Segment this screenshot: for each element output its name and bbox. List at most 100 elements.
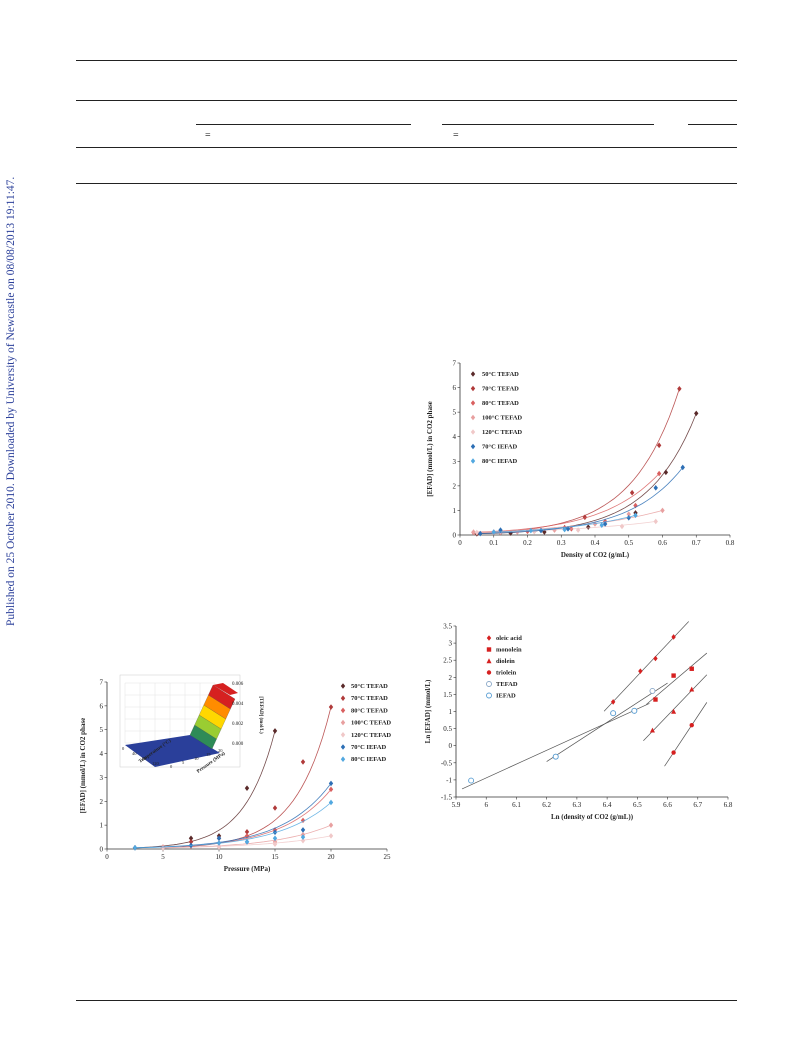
legend-label-monolein: monolein: [496, 647, 522, 654]
data-point-80c-tefad: [244, 833, 250, 839]
data-point-120c-tefad: [653, 518, 658, 525]
legend-label-80c-tefad: 80°C TEFAD: [351, 707, 388, 714]
legend-marker-100c-tefad: [340, 719, 346, 726]
inset-z-tick-label: 0.006: [232, 682, 244, 687]
data-point-iefad: [610, 710, 617, 717]
data-point-70c-tefad: [677, 386, 682, 392]
data-point-70c-tefad: [300, 759, 306, 765]
data-point-80c-iefad: [328, 799, 334, 806]
data-point-80c-tefad: [300, 817, 306, 824]
x-tick-label: 10: [216, 853, 224, 861]
legend-label-iefad: IEFAD: [496, 693, 516, 700]
inset-temp-tick-label: 120: [152, 761, 160, 766]
y-axis-title: [EFAD] (mmol/L) in CO2 phase: [79, 718, 87, 814]
x-tick-label: 6.8: [724, 801, 733, 809]
y-tick-label: 0: [453, 532, 457, 540]
legend-label-70c-tefad: 70°C TEFAD: [482, 386, 519, 393]
legend-marker-monolein: [486, 647, 492, 652]
legend-label-50c-tefad: 50°C TEFAD: [351, 683, 388, 690]
pressure-chart: 0 5 10 15 20 25 0 1 2 3 4 5 6 7 Pressure (MPa) [EFAD] (…: [79, 674, 391, 873]
data-point-50c-tefad: [586, 524, 591, 530]
y-tick-label: 4: [100, 750, 104, 758]
inset-z-tick-label: 0.004: [232, 702, 244, 707]
y-axis-title: Ln [EFAD] (mmol/L): [424, 679, 432, 743]
data-point-triolein: [671, 750, 676, 755]
legend-label-diolein: diolein: [496, 658, 515, 665]
legend-label-70c-iefad: 70°C IEFAD: [482, 444, 517, 451]
data-point-70c-tefad: [244, 829, 250, 835]
y-tick-label: 6: [100, 702, 104, 710]
legend-label-50c-tefad: 50°C TEFAD: [482, 371, 519, 378]
data-point-80c-iefad: [272, 835, 278, 842]
data-point-120c-tefad: [272, 841, 278, 848]
page-footer-rule: [76, 1000, 737, 1001]
legend-marker-100c-tefad: [470, 414, 476, 421]
data-point-100c-tefad: [660, 507, 665, 514]
data-point-oleic-acid: [671, 634, 676, 640]
x-tick-label: 6.2: [542, 801, 551, 809]
x-tick-label: 6.7: [693, 801, 702, 809]
inset-pressure-tick-label: 20: [218, 748, 223, 753]
x-tick-label: 6.5: [633, 801, 642, 809]
equals-sign-1: =: [205, 130, 211, 141]
legend-label-tefad: TEFAD: [496, 681, 518, 688]
data-point-120c-tefad: [328, 833, 334, 839]
download-provenance-text: Published on 25 October 2010. Downloaded…: [5, 176, 17, 626]
data-point-80c-iefad: [528, 527, 534, 534]
legend-marker-120c-tefad: [340, 732, 346, 738]
fit-line-diolein: [643, 674, 708, 741]
x-tick-label: 15: [272, 853, 280, 861]
data-point-iefad: [552, 753, 559, 760]
x-tick-label: 6.4: [603, 801, 612, 809]
data-point-80c-iefad: [633, 512, 638, 519]
y-tick-label: 1.5: [443, 691, 452, 699]
y-tick-label: 5: [453, 409, 457, 417]
data-point-oleic-acid: [610, 699, 616, 705]
x-tick-label: 6.1: [512, 801, 521, 809]
inset-temp-tick-label: 0: [122, 746, 125, 751]
fit-curve-80c-iefad: [134, 802, 332, 849]
data-point-70c-iefad: [300, 827, 306, 833]
y-tick-label: 2: [100, 798, 104, 806]
data-point-70c-iefad: [478, 530, 483, 537]
y-tick-label: 1: [100, 822, 104, 830]
data-point-80c-tefad: [328, 786, 334, 793]
y-tick-label: 7: [100, 679, 104, 687]
data-point-monolein: [671, 673, 676, 678]
legend-label-oleic-acid: oleic acid: [496, 635, 522, 642]
legend-marker-50c-tefad: [340, 683, 346, 689]
inset-z-axis-title: [TEFAD] (mol/L): [258, 696, 263, 734]
y-tick-label: 0: [100, 846, 104, 854]
data-point-70c-iefad: [538, 527, 544, 534]
data-point-70c-tefad: [272, 805, 278, 811]
inset-pressure-tick-label: 10: [194, 756, 199, 761]
legend-label-100c-tefad: 100°C TEFAD: [482, 415, 522, 422]
data-point-120c-tefad: [216, 844, 222, 850]
data-point-diolein: [671, 708, 677, 714]
data-point-tefad: [649, 688, 656, 694]
y-tick-label: 1: [453, 507, 457, 515]
legend-label-120c-tefad: 120°C TEFAD: [351, 732, 391, 739]
y-tick-label: 2: [453, 482, 457, 490]
legend-label-80c-iefad: 80°C IEFAD: [482, 458, 517, 465]
data-point-oleic-acid: [653, 655, 658, 662]
data-point-70c-tefad: [629, 489, 635, 496]
y-tick-label: -1: [446, 776, 452, 784]
table-subheader-rule-2: [442, 124, 654, 125]
legend-marker-80c-iefad: [470, 458, 476, 464]
legend-label-120c-tefad: 120°C TEFAD: [482, 429, 522, 436]
legend-marker-70c-iefad: [340, 744, 346, 750]
legend-marker-80c-tefad: [340, 707, 346, 714]
download-provenance-note: Published on 25 October 2010. Downloaded…: [5, 177, 19, 626]
legend-marker-80c-iefad: [340, 756, 346, 762]
table-header-rule: [76, 100, 737, 101]
legend-label-100c-tefad: 100°C TEFAD: [351, 720, 391, 727]
legend-label-triolein: triolein: [496, 670, 517, 677]
data-point-70c-tefad: [582, 514, 588, 521]
x-tick-label: 0.1: [489, 539, 498, 547]
x-tick-label: 0.2: [523, 539, 532, 547]
legend-label-80c-tefad: 80°C TEFAD: [482, 400, 519, 407]
data-point-70c-iefad: [653, 485, 658, 491]
legend-label-80c-iefad: 80°C IEFAD: [351, 756, 386, 763]
inset-pressure-tick-label: 5: [182, 760, 185, 765]
